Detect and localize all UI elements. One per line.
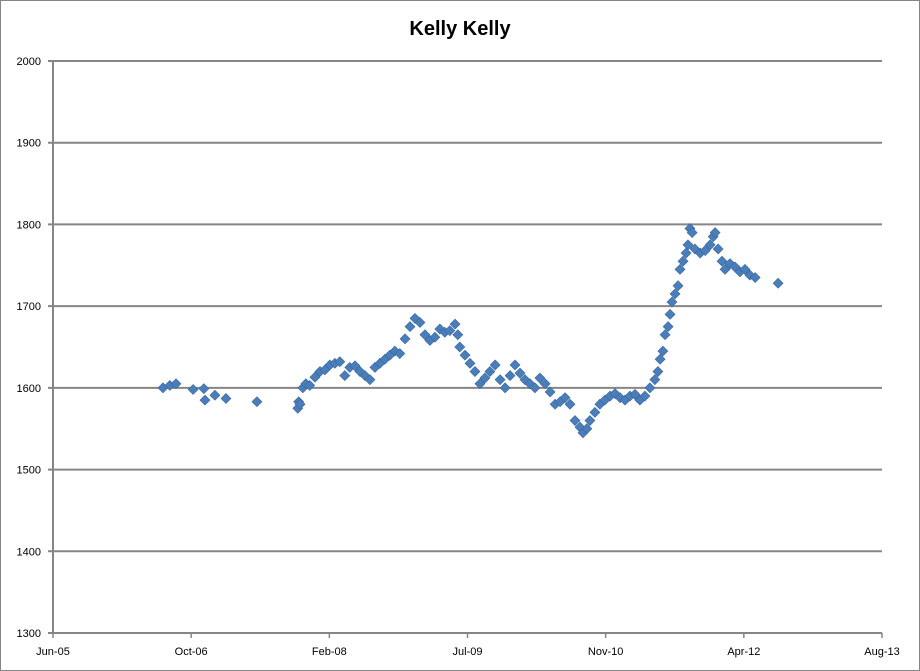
y-tick-label: 1400 [17, 546, 41, 558]
data-point [686, 227, 698, 239]
data-point [657, 345, 669, 357]
y-tick-label: 1900 [17, 138, 41, 150]
data-point [489, 359, 501, 371]
data-point [459, 349, 471, 361]
data-point [664, 308, 676, 320]
data-point [639, 390, 651, 402]
data-point [429, 331, 441, 343]
data-point [534, 372, 546, 384]
data-point [659, 329, 671, 341]
data-point [719, 263, 731, 275]
data-point [399, 333, 411, 345]
data-point [662, 321, 674, 332]
data-point [220, 393, 232, 404]
y-tick-label: 1500 [17, 465, 41, 477]
y-tick-label: 1700 [17, 301, 41, 313]
data-point [644, 382, 656, 394]
data-point [349, 360, 361, 372]
data-point [449, 318, 461, 330]
data-point [474, 378, 486, 390]
data-point [479, 372, 491, 384]
data-point [469, 366, 481, 377]
data-point [309, 371, 321, 383]
data-point [464, 357, 476, 369]
x-tick-label: Apr-12 [727, 646, 760, 658]
data-point [499, 382, 511, 394]
x-tick-label: Oct-06 [175, 646, 208, 658]
data-point [294, 398, 306, 410]
x-tick-label: Jul-09 [453, 646, 483, 658]
data-point [772, 277, 784, 289]
data-point [564, 398, 576, 410]
data-point [504, 370, 516, 382]
data-points [157, 223, 784, 439]
data-point [649, 374, 661, 386]
data-point [589, 406, 601, 418]
y-tick-label: 1300 [17, 628, 41, 640]
data-point [654, 353, 666, 365]
data-point [529, 382, 541, 394]
x-tick-label: Nov-10 [588, 646, 623, 658]
data-point [666, 296, 678, 308]
data-point [629, 388, 641, 400]
data-point [209, 389, 221, 401]
data-point [404, 321, 416, 332]
y-tick-label: 2000 [17, 56, 41, 68]
axes [52, 61, 883, 638]
data-point [581, 423, 593, 435]
data-point [187, 384, 199, 395]
data-point [452, 329, 464, 341]
data-point [709, 227, 721, 239]
data-point [680, 247, 692, 259]
data-point [170, 378, 182, 390]
y-tick-label: 1800 [17, 219, 41, 231]
data-point [539, 378, 551, 390]
data-point [682, 239, 694, 251]
data-point [494, 374, 506, 386]
y-tick-label: 1600 [17, 383, 41, 395]
gridlines [48, 60, 882, 634]
data-point [704, 239, 716, 251]
data-point [739, 263, 751, 275]
data-point [414, 317, 426, 328]
data-point [699, 245, 711, 257]
data-point [672, 280, 684, 292]
data-point [677, 255, 689, 267]
data-point [251, 396, 263, 408]
data-point [544, 386, 556, 398]
data-point [716, 255, 728, 267]
x-tick-label: Jun-05 [36, 646, 70, 658]
data-point [674, 263, 686, 275]
data-point [584, 415, 596, 426]
data-point [509, 359, 521, 371]
data-point [669, 288, 681, 300]
data-point [569, 415, 581, 426]
data-point [454, 341, 466, 353]
data-point [339, 370, 351, 382]
data-point [394, 348, 406, 359]
data-point [198, 383, 210, 395]
data-point [364, 374, 376, 386]
data-point [559, 392, 571, 404]
data-point [652, 366, 664, 377]
data-point [712, 243, 724, 255]
data-point [304, 379, 316, 391]
tick-labels: 1300 1400 1500 1600 1700 1800 1900 2000 Jun-05 Oc… [17, 56, 900, 658]
data-point [199, 394, 211, 406]
data-point [749, 272, 761, 283]
data-point [334, 356, 346, 368]
chart-title: Kelly Kelly [409, 18, 511, 40]
data-point [444, 325, 456, 337]
data-point [484, 366, 496, 377]
data-point [514, 367, 526, 379]
x-tick-label: Aug-13 [864, 646, 899, 658]
x-tick-label: Feb-08 [312, 646, 347, 658]
data-point [419, 329, 431, 341]
